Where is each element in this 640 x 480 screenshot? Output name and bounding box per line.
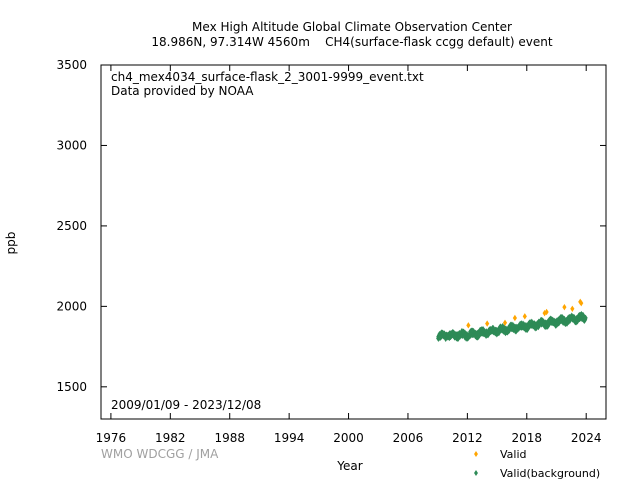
x-tick-label-5: 2006 — [393, 431, 424, 445]
y-tick-label-2: 2500 — [56, 219, 87, 233]
credit-text: WMO WDCGG / JMA — [101, 447, 219, 461]
date-range-annotation: 2009/01/09 - 2023/12/08 — [111, 398, 261, 412]
point-valid-1 — [485, 320, 490, 327]
x-tick-label-7: 2018 — [512, 431, 543, 445]
chart-title-block: Mex High Altitude Global Climate Observa… — [0, 20, 640, 50]
point-valid-4 — [522, 313, 527, 320]
x-tick-label-1: 1982 — [155, 431, 186, 445]
legend-marker-valid-background — [474, 470, 478, 476]
data-points — [436, 298, 588, 343]
axis-ticks: 1976 1982 1988 1994 2000 2006 2012 2018 2024 1500… — [56, 58, 606, 445]
chart-subtitle: 18.986N, 97.314W 4560m CH4(surface-flask… — [151, 35, 553, 49]
point-valid-3 — [512, 314, 517, 322]
x-tick-label-6: 2012 — [452, 431, 483, 445]
x-tick-label-3: 1994 — [274, 431, 305, 445]
point-valid-background-709 — [583, 314, 588, 322]
chart-title: Mex High Altitude Global Climate Observa… — [192, 20, 512, 34]
point-valid-2 — [502, 319, 508, 326]
plot-frame — [100, 64, 607, 420]
legend-label-valid-background: Valid(background) — [500, 467, 600, 480]
x-axis-label: Year — [336, 459, 362, 473]
point-valid-7 — [562, 303, 567, 311]
legend: Valid Valid(background) — [474, 448, 600, 480]
point-valid-9 — [579, 299, 584, 307]
x-tick-label-0: 1976 — [96, 431, 127, 445]
point-valid-0 — [466, 322, 471, 329]
y-tick-label-3: 3000 — [56, 138, 87, 152]
x-tick-label-8: 2024 — [571, 431, 602, 445]
y-tick-label-0: 1500 — [56, 380, 87, 394]
legend-marker-valid — [474, 451, 478, 457]
legend-label-valid: Valid — [500, 448, 527, 461]
y-tick-label-1: 2000 — [56, 299, 87, 313]
point-valid-10 — [570, 305, 575, 312]
x-tick-label-2: 1988 — [214, 431, 245, 445]
legend-marker-valid-shape — [474, 451, 478, 457]
y-tick-label-4: 3500 — [56, 58, 87, 72]
y-axis-label: ppb — [4, 232, 18, 255]
provider-annotation: Data provided by NOAA — [111, 84, 254, 98]
legend-marker-valid-background-shape — [474, 470, 478, 476]
file-annotation: ch4_mex4034_surface-flask_2_3001-9999_ev… — [111, 70, 424, 84]
x-tick-label-4: 2000 — [333, 431, 364, 445]
point-valid-6 — [544, 308, 549, 316]
